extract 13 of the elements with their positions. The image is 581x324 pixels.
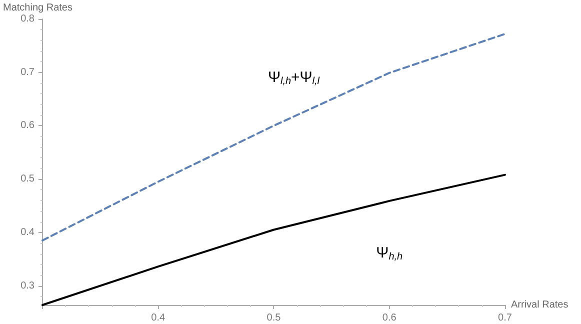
y-tick-label: 0.8 bbox=[20, 14, 35, 24]
x-tick-label: 0.5 bbox=[266, 312, 282, 324]
y-tick-label: 0.5 bbox=[20, 174, 35, 185]
y-tick-label: 0.6 bbox=[20, 120, 35, 132]
x-tick-label: 0.4 bbox=[151, 312, 166, 324]
x-axis-title: Arrival Rates bbox=[511, 300, 568, 310]
x-tick-label: 0.7 bbox=[498, 312, 512, 324]
y-axis-title: Matching Rates bbox=[2, 2, 72, 14]
y-tick-label: 0.7 bbox=[20, 66, 35, 78]
line-series bbox=[41, 32, 506, 242]
y-tick-label: 0.3 bbox=[20, 280, 35, 292]
y-tick-label: 0.4 bbox=[20, 226, 35, 238]
x-tick-label: 0.6 bbox=[382, 312, 397, 324]
